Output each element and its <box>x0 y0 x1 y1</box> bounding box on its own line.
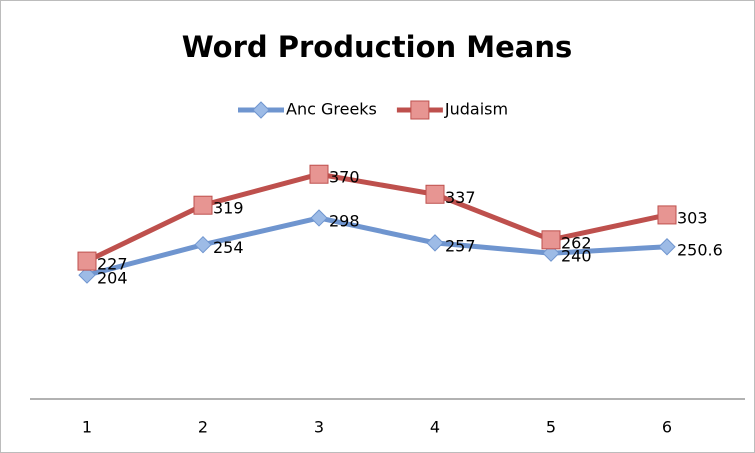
x-tick-label: 4 <box>430 418 440 437</box>
marker <box>252 101 270 119</box>
marker <box>541 230 561 250</box>
marker <box>426 234 444 252</box>
marker <box>658 238 676 256</box>
series-line <box>86 215 668 278</box>
marker <box>425 184 445 204</box>
data-label: 204 <box>97 269 128 288</box>
data-label: 257 <box>445 236 476 255</box>
data-label: 303 <box>677 208 708 227</box>
marker <box>77 251 97 271</box>
data-label: 240 <box>561 247 592 266</box>
marker <box>309 164 329 184</box>
x-tick-label: 1 <box>82 418 92 437</box>
data-label: 250.6 <box>677 240 723 259</box>
series-line <box>85 171 668 264</box>
legend-label: Judaism <box>444 100 508 119</box>
legend-label: Anc Greeks <box>286 100 377 119</box>
marker <box>194 235 212 254</box>
marker <box>78 266 96 284</box>
marker <box>193 195 213 215</box>
marker <box>657 205 677 225</box>
data-label: 254 <box>213 238 244 257</box>
data-label: 319 <box>213 199 244 218</box>
data-label: 227 <box>97 255 128 274</box>
data-label: 298 <box>329 211 360 230</box>
marker <box>310 209 328 227</box>
x-tick-label: 5 <box>546 418 556 437</box>
data-label: 262 <box>561 233 592 252</box>
x-tick-label: 6 <box>662 418 672 437</box>
chart-title: Word Production Means <box>182 30 573 64</box>
x-tick-label: 3 <box>314 418 324 437</box>
data-label: 370 <box>329 168 360 187</box>
x-tick-label: 2 <box>198 418 208 437</box>
marker <box>410 100 430 120</box>
data-label: 337 <box>445 188 476 207</box>
